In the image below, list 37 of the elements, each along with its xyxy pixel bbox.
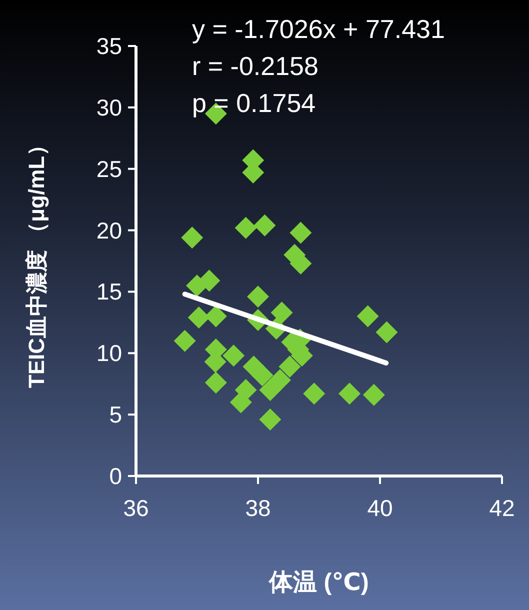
point [188, 306, 210, 329]
point [290, 222, 312, 244]
point [204, 372, 227, 394]
y-tick-label: 15 [96, 278, 122, 305]
text: y = -1.7026x + 77.431 [192, 14, 445, 44]
y-tick-label: 5 [109, 402, 122, 428]
point [376, 321, 398, 344]
y-tick-label: 20 [96, 217, 122, 244]
point [259, 408, 282, 430]
point [254, 214, 276, 236]
x-tick-label: 40 [367, 495, 393, 521]
x-tick-label: 38 [245, 495, 271, 521]
point [174, 330, 196, 352]
x-tick-label: 36 [123, 495, 149, 521]
point [268, 369, 291, 392]
x-tick-label: 42 [489, 495, 515, 521]
point [251, 364, 274, 386]
point [181, 226, 204, 249]
y-tick-label: 35 [96, 33, 122, 59]
point [278, 356, 301, 378]
y-tick-label: 0 [109, 463, 122, 489]
annotation: r = -0.2158 [192, 51, 318, 81]
point [270, 302, 293, 324]
y-tick-label: 10 [96, 340, 122, 366]
y-axis-title: TEIC血中濃度 （μg/mL） [24, 134, 49, 388]
point [356, 305, 379, 328]
y-tick-label: 25 [96, 156, 122, 182]
point [303, 382, 326, 405]
point [362, 384, 385, 406]
y-tick-label: 30 [96, 94, 122, 120]
point [222, 344, 245, 367]
point [234, 216, 257, 239]
point [338, 382, 360, 405]
point [204, 305, 227, 328]
annotation: p = 0.1754 [192, 88, 316, 118]
point [247, 286, 269, 308]
x-axis-title: 体温 (℃) [268, 569, 369, 596]
